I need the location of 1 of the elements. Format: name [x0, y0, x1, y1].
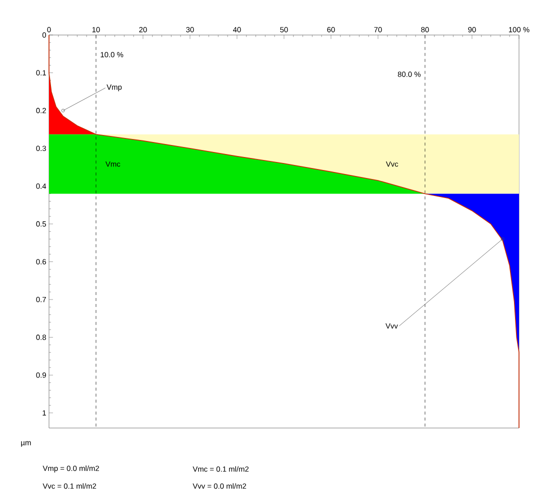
line-series	[48, 34, 520, 428]
